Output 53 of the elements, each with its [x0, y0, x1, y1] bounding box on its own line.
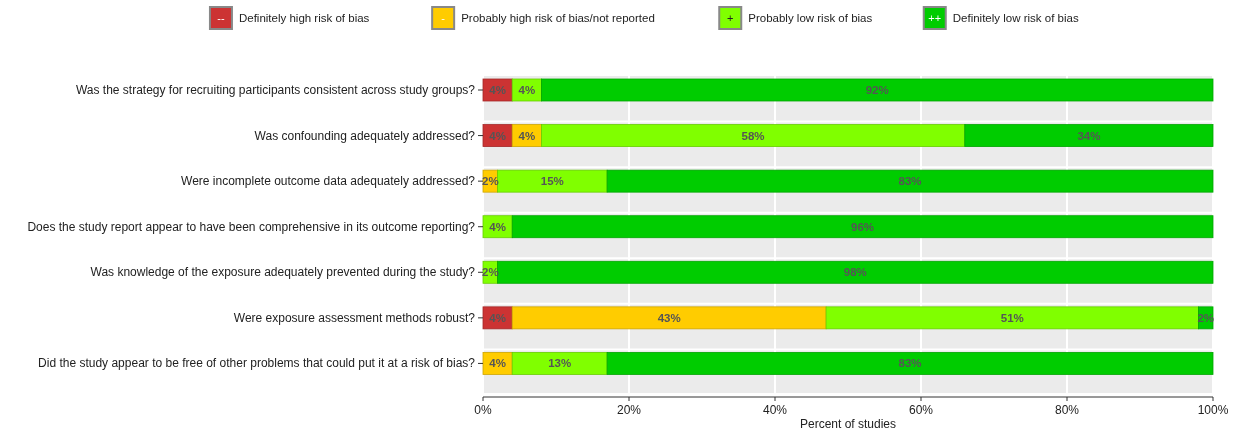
data-label: 83%: [898, 357, 922, 370]
legend-label: Probably high risk of bias/not reported: [461, 12, 655, 24]
data-label: 98%: [843, 266, 867, 279]
bar: [482, 78, 513, 102]
data-label: 4%: [489, 129, 506, 142]
legend-label: Definitely low risk of bias: [952, 12, 1079, 24]
data-label: 51%: [1000, 311, 1024, 324]
bar: [511, 352, 608, 375]
x-axis-title: Percent of studies: [799, 417, 897, 431]
y-tick-label: Was confounding adequately addressed?: [254, 128, 476, 143]
bar: [482, 306, 513, 330]
bar: [964, 124, 1214, 147]
data-label: 43%: [657, 311, 681, 324]
y-tick-label: Were incomplete outcome data adequately addressed?: [181, 174, 476, 189]
data-label: 92%: [865, 84, 889, 96]
y-tick-label: Did the study appear to be free of other problems that could put it at a risk of bias?: [38, 356, 476, 371]
text: +: [727, 12, 734, 24]
text: ++: [928, 12, 942, 24]
bar: [497, 260, 1214, 284]
bar: [825, 306, 1199, 330]
x-tick-label: 20%: [616, 403, 642, 417]
data-label: 4%: [518, 84, 536, 96]
data-label: 4%: [489, 220, 506, 233]
data-label: 15%: [540, 175, 564, 188]
y-tick-label: Was knowledge of the exposure adequately prevented during the study?: [90, 265, 476, 280]
x-tick-label: 60%: [908, 403, 934, 417]
bar: [541, 78, 1214, 102]
data-label: 34%: [1077, 129, 1101, 142]
data-label: 4%: [489, 357, 506, 370]
legend-label: Definitely high risk of bias: [238, 12, 370, 24]
data-label: 4%: [489, 311, 506, 324]
data-label: 4%: [489, 84, 506, 96]
legend-label: Probably low risk of bias: [748, 12, 873, 24]
data-label: 4%: [518, 129, 536, 142]
y-tick-label: Does the study report appear to have been comprehensive in its outcome reporting?: [27, 219, 476, 234]
bar: [511, 215, 1214, 239]
x-tick-label: 80%: [1054, 403, 1080, 417]
data-label: 58%: [741, 129, 765, 142]
data-label: 96%: [851, 220, 875, 233]
data-label: 13%: [548, 357, 572, 370]
text: --: [217, 12, 225, 24]
bar: [511, 306, 827, 330]
bar: [541, 124, 966, 147]
x-tick-label: 40%: [762, 403, 788, 417]
x-tick-label: 100%: [1197, 403, 1229, 417]
bar: [497, 169, 608, 193]
y-tick-label: Were exposure assessment methods robust?: [233, 310, 476, 325]
bar: [606, 169, 1214, 193]
y-tick-label: Was the strategy for recruiting participants consistent across study groups?: [75, 83, 476, 97]
text: -: [441, 12, 446, 24]
x-tick-label: 0%: [474, 403, 492, 417]
bar: [606, 352, 1214, 375]
data-label: 83%: [898, 175, 922, 188]
